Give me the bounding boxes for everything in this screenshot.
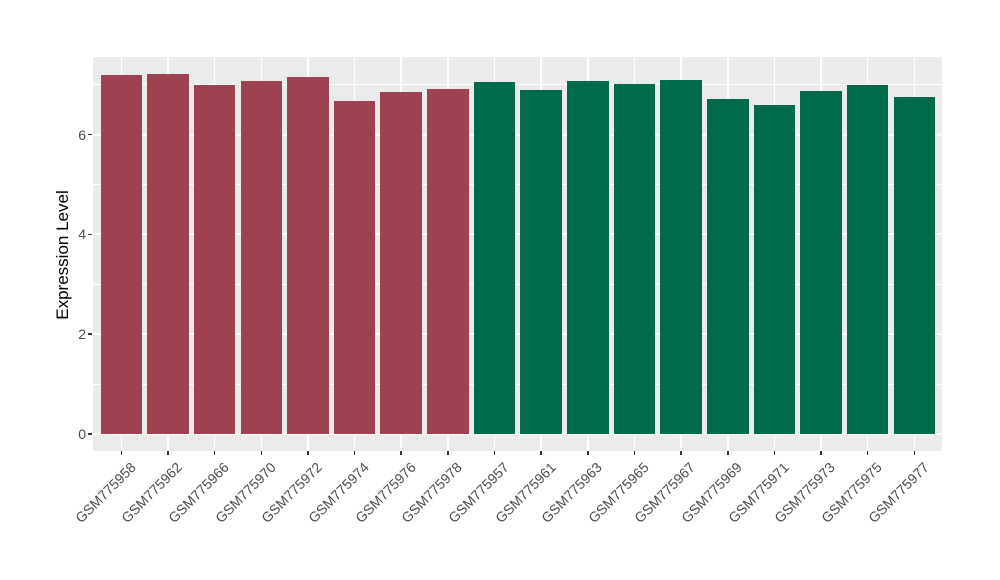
x-tick-GSM775965 xyxy=(633,451,636,455)
bar-GSM775970 xyxy=(240,81,282,434)
bar-GSM775972 xyxy=(287,76,329,434)
x-tick-GSM775972 xyxy=(307,451,309,455)
bar-GSM775958 xyxy=(100,74,143,434)
gridline-major-y2 xyxy=(93,333,942,336)
bar-GSM775978 xyxy=(427,88,469,434)
bar-GSM775977 xyxy=(893,96,936,434)
x-tick-GSM775966 xyxy=(213,451,216,455)
bar-GSM775975 xyxy=(846,84,889,434)
bar-GSM775963 xyxy=(567,81,609,434)
x-tick-GSM775974 xyxy=(353,451,356,455)
gridline-major-y4 xyxy=(93,233,942,236)
y-tick-2 xyxy=(88,333,92,335)
y-tick-4 xyxy=(88,233,92,236)
x-tick-GSM775978 xyxy=(447,451,449,455)
x-tick-GSM775963 xyxy=(587,451,589,455)
x-tick-GSM775969 xyxy=(727,451,729,455)
x-tick-GSM775957 xyxy=(493,451,496,455)
x-tick-GSM775976 xyxy=(400,451,402,455)
x-tick-GSM775975 xyxy=(866,451,869,455)
bar-GSM775965 xyxy=(613,84,656,434)
bar-GSM775971 xyxy=(753,104,796,434)
bar-GSM775974 xyxy=(333,101,376,434)
gridline-minor-y5 xyxy=(93,184,942,185)
x-tick-GSM775962 xyxy=(167,451,169,455)
gridline-major-y6 xyxy=(93,133,942,136)
x-tick-GSM775973 xyxy=(820,451,822,455)
bar-GSM775967 xyxy=(660,79,702,434)
y-tick-label-6: 6 xyxy=(78,126,86,143)
gridline-minor-y7 xyxy=(93,84,942,86)
x-tick-GSM775970 xyxy=(260,451,262,455)
gridline-minor-y3 xyxy=(93,283,942,285)
x-tick-GSM775967 xyxy=(680,451,682,455)
bar-GSM775969 xyxy=(707,98,749,434)
y-tick-0 xyxy=(88,433,92,435)
bar-GSM775962 xyxy=(147,73,189,434)
y-tick-label-2: 2 xyxy=(78,326,86,343)
bar-GSM775957 xyxy=(473,82,516,434)
y-tick-label-4: 4 xyxy=(78,226,86,243)
x-tick-GSM775961 xyxy=(540,451,542,455)
x-tick-GSM775958 xyxy=(120,451,123,455)
bar-GSM775961 xyxy=(520,89,562,434)
gridline-major-y0 xyxy=(93,433,942,435)
gridline-minor-y1 xyxy=(93,383,942,385)
x-tick-GSM775971 xyxy=(773,451,776,455)
x-tick-GSM775977 xyxy=(913,451,916,455)
y-tick-label-0: 0 xyxy=(78,426,86,442)
y-tick-6 xyxy=(88,133,92,136)
plot-panel xyxy=(93,57,942,451)
bar-GSM775973 xyxy=(800,90,842,434)
bar-GSM775976 xyxy=(380,92,422,434)
bar-GSM775966 xyxy=(193,85,236,434)
